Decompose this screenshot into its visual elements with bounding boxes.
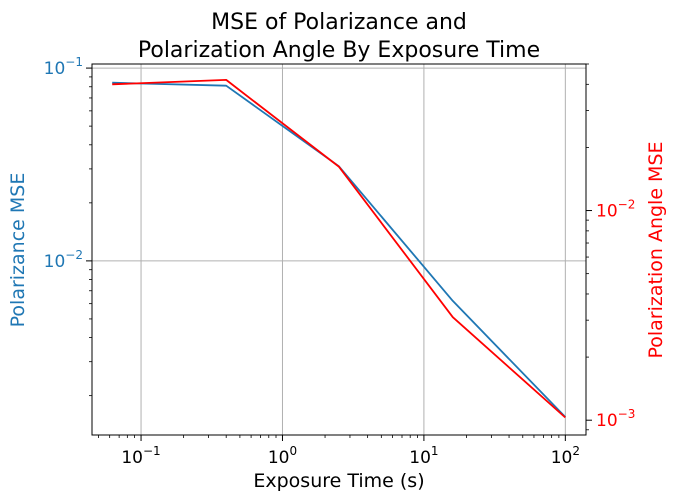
y-left-tick-label: 10−1 — [44, 55, 83, 79]
x-axis: 10−1 100 101 102 — [98, 435, 580, 468]
series-layer — [112, 79, 566, 419]
y-axis-left-label: Polarizance MSE — [7, 173, 29, 328]
x-axis-label: Exposure Time (s) — [253, 470, 424, 492]
chart-title-line-2: Polarization Angle By Exposure Time — [138, 38, 540, 63]
chart-title-line-1: MSE of Polarizance and — [211, 10, 467, 35]
y-left-tick-label: 10−2 — [44, 248, 83, 272]
y-right-tick-label: 10−2 — [596, 198, 635, 222]
grid-lines — [92, 64, 586, 435]
y-right-tick-label: 10−3 — [596, 407, 635, 431]
x-tick-label: 10−1 — [121, 444, 160, 468]
polarization-angle-mse-line — [112, 79, 566, 419]
plot-frame — [91, 63, 587, 436]
x-tick-label: 101 — [409, 444, 438, 468]
polarizance-mse-line — [112, 81, 566, 418]
y-axis-left: 10−2 10−1 — [44, 55, 92, 397]
x-tick-label: 100 — [268, 444, 297, 468]
x-tick-label: 102 — [551, 444, 580, 468]
y-axis-right: 10−3 10−2 — [586, 63, 635, 431]
y-axis-right-label: Polarization Angle MSE — [645, 141, 667, 358]
